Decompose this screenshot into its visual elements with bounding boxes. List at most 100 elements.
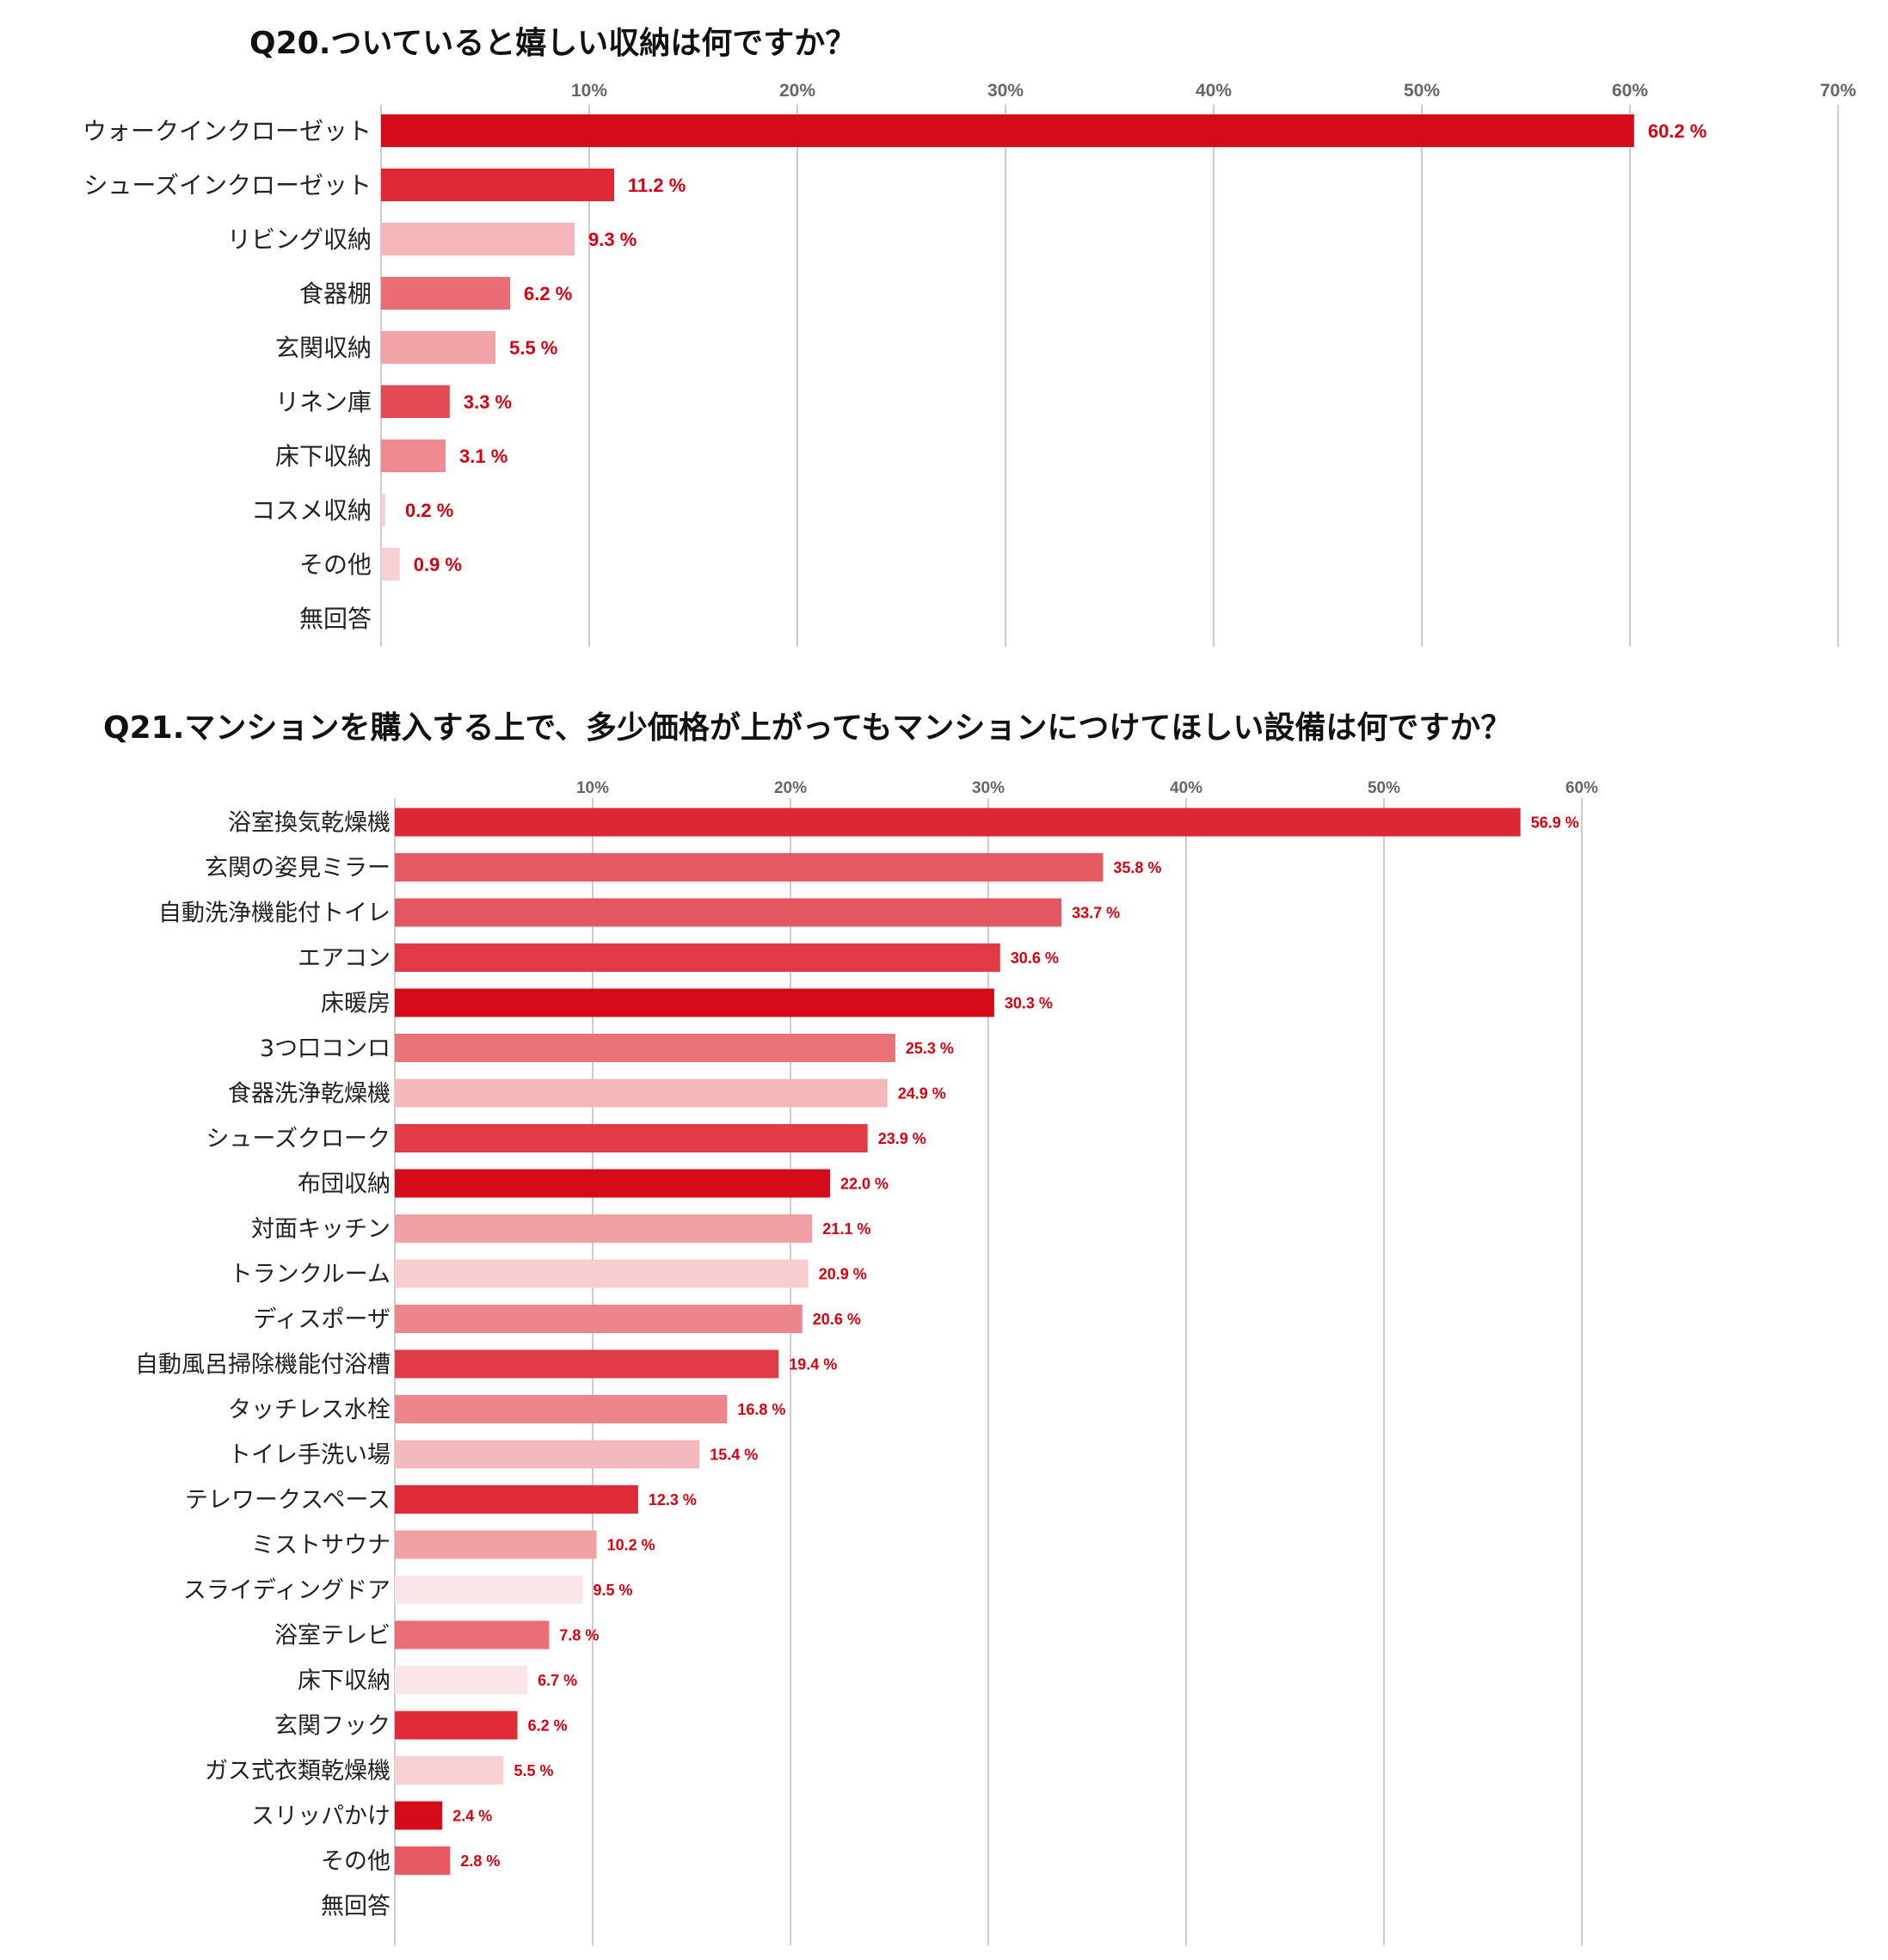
chart2-value-label: 24.9 % bbox=[898, 1084, 946, 1102]
chart2-bar bbox=[395, 1846, 451, 1875]
chart2-value-label: 33.7 % bbox=[1072, 904, 1120, 921]
chart2-bar bbox=[395, 1620, 550, 1650]
chart2-tick-label: 40% bbox=[1170, 779, 1202, 797]
chart2-bar bbox=[395, 1485, 638, 1514]
chart2-value-label: 10.2 % bbox=[607, 1536, 655, 1553]
chart2-value-label: 35.8 % bbox=[1113, 859, 1161, 876]
chart2-value-label: 2.8 % bbox=[460, 1852, 500, 1870]
chart2-value-label: 6.2 % bbox=[528, 1717, 568, 1734]
chart1-title: Q20.ついていると嬉しい収納は何ですか？ bbox=[249, 26, 856, 61]
chart1-value-label: 3.1 % bbox=[459, 445, 507, 467]
chart2-value-label: 7.8 % bbox=[559, 1626, 599, 1644]
chart1-category-label: 玄関収納 bbox=[275, 334, 372, 362]
chart1-bar bbox=[381, 548, 400, 581]
chart2-bar bbox=[395, 1711, 518, 1740]
chart2-bar bbox=[395, 1349, 779, 1379]
chart1-bar bbox=[381, 114, 1634, 147]
chart1-category-label: シューズインクローゼット bbox=[83, 171, 372, 200]
chart2-value-label: 20.9 % bbox=[819, 1265, 867, 1282]
chart2-category-label: タッチレス水栓 bbox=[228, 1397, 391, 1423]
chart2-bar bbox=[395, 1801, 443, 1830]
chart2-tick-label: 50% bbox=[1368, 779, 1400, 797]
chart1-bar bbox=[381, 169, 615, 201]
chart1-category-label: その他 bbox=[299, 550, 372, 579]
chart2-value-label: 22.0 % bbox=[840, 1175, 889, 1192]
chart1-value-label: 0.9 % bbox=[414, 554, 462, 575]
chart2-bar bbox=[395, 853, 1104, 882]
chart2-category-label: 自動洗浄機能付トイレ bbox=[158, 900, 391, 927]
chart2-category-label: トランクルーム bbox=[230, 1262, 391, 1288]
chart1-category-label: 無回答 bbox=[299, 605, 372, 633]
chart1-bar bbox=[381, 331, 496, 364]
chart1-category-label: 食器棚 bbox=[299, 280, 372, 308]
chart1-tick-label: 60% bbox=[1612, 81, 1648, 101]
chart2-category-label: テレワークスペース bbox=[185, 1487, 391, 1514]
chart2-tick-label: 60% bbox=[1565, 779, 1598, 797]
chart2-bar bbox=[395, 808, 1521, 837]
chart2-category-label: 床下収納 bbox=[298, 1668, 391, 1694]
chart2-bar bbox=[395, 898, 1062, 927]
chart2-category-label: 3つ口コンロ bbox=[260, 1035, 391, 1062]
chart2-value-label: 9.5 % bbox=[593, 1582, 633, 1599]
chart2-tick-label: 30% bbox=[972, 779, 1005, 797]
chart2-category-label: スリッパかけ bbox=[251, 1803, 391, 1830]
chart2-category-label: 無回答 bbox=[321, 1894, 391, 1920]
chart2-category-label: ガス式衣類乾燥機 bbox=[205, 1758, 391, 1785]
chart2-value-label: 30.6 % bbox=[1011, 949, 1059, 967]
chart2-category-label: 浴室換気乾燥機 bbox=[228, 810, 391, 837]
chart1-value-label: 5.5 % bbox=[509, 337, 557, 359]
chart2-bar bbox=[395, 1169, 830, 1198]
chart2-tick-label: 10% bbox=[576, 779, 609, 797]
chart2-value-label: 20.6 % bbox=[813, 1311, 861, 1328]
chart2-value-label: 23.9 % bbox=[878, 1130, 926, 1147]
chart2-category-label: 玄関の姿見ミラー bbox=[205, 855, 391, 882]
chart1-bar bbox=[381, 439, 446, 472]
chart2-value-label: 30.3 % bbox=[1005, 994, 1053, 1011]
chart1-value-label: 6.2 % bbox=[524, 283, 572, 304]
chart1-bar bbox=[381, 385, 450, 418]
chart2-value-label: 19.4 % bbox=[789, 1355, 837, 1373]
chart1-bar bbox=[381, 223, 575, 255]
chart1-value-label: 0.2 % bbox=[405, 500, 453, 521]
chart2-bar bbox=[395, 1576, 583, 1604]
chart2-value-label: 12.3 % bbox=[649, 1491, 697, 1508]
chart2-bar bbox=[395, 1124, 868, 1152]
chart2-bar bbox=[395, 1395, 728, 1423]
chart2-value-label: 6.7 % bbox=[538, 1672, 577, 1689]
chart2-bar bbox=[395, 1530, 597, 1559]
chart2-category-label: トイレ手洗い場 bbox=[228, 1442, 391, 1469]
chart1-tick-label: 70% bbox=[1820, 81, 1856, 101]
chart2-category-label: 床暖房 bbox=[321, 991, 391, 1017]
chart1-tick-label: 30% bbox=[987, 81, 1024, 101]
chart2-bar bbox=[395, 1078, 888, 1108]
chart2-category-label: ミストサウナ bbox=[251, 1533, 391, 1559]
chart2-title: Q21.マンションを購入する上で、多少価格が上がってもマンションにつけてほしい設… bbox=[103, 710, 1511, 746]
chart1-value-label: 11.2 % bbox=[628, 175, 686, 196]
chart2-value-label: 15.4 % bbox=[710, 1446, 758, 1463]
chart1-bar bbox=[381, 494, 385, 526]
chart2-category-label: スライディングドア bbox=[183, 1577, 391, 1604]
chart2-category-label: 浴室テレビ bbox=[274, 1623, 391, 1650]
chart1-value-label: 60.2 % bbox=[1648, 120, 1707, 142]
chart1-category-label: 床下収納 bbox=[275, 442, 372, 470]
chart1-category-label: リネン庫 bbox=[275, 388, 372, 416]
chart1-tick-label: 20% bbox=[779, 81, 815, 101]
chart2-category-label: 玄関フック bbox=[274, 1713, 391, 1740]
chart2-category-label: 自動風呂掃除機能付浴槽 bbox=[135, 1352, 391, 1379]
chart1-category-label: コスメ収納 bbox=[251, 496, 372, 525]
chart1-tick-label: 40% bbox=[1196, 81, 1232, 101]
chart2-bar bbox=[395, 988, 994, 1017]
chart1-category-label: リビング収納 bbox=[227, 225, 372, 254]
chart2-category-label: 食器洗浄乾燥機 bbox=[228, 1081, 391, 1108]
chart2-category-label: 対面キッチン bbox=[251, 1216, 391, 1243]
chart2-value-label: 16.8 % bbox=[737, 1401, 785, 1418]
chart2-bar bbox=[395, 1305, 803, 1333]
chart1-category-label: ウォークインクローゼット bbox=[83, 117, 372, 145]
chart2-bar bbox=[395, 1666, 528, 1694]
chart2-bar bbox=[395, 1034, 895, 1062]
chart1-bar bbox=[381, 277, 511, 310]
chart2-category-label: シューズクローク bbox=[206, 1126, 391, 1152]
chart1-value-label: 3.3 % bbox=[464, 391, 512, 413]
chart2-value-label: 21.1 % bbox=[822, 1220, 870, 1238]
